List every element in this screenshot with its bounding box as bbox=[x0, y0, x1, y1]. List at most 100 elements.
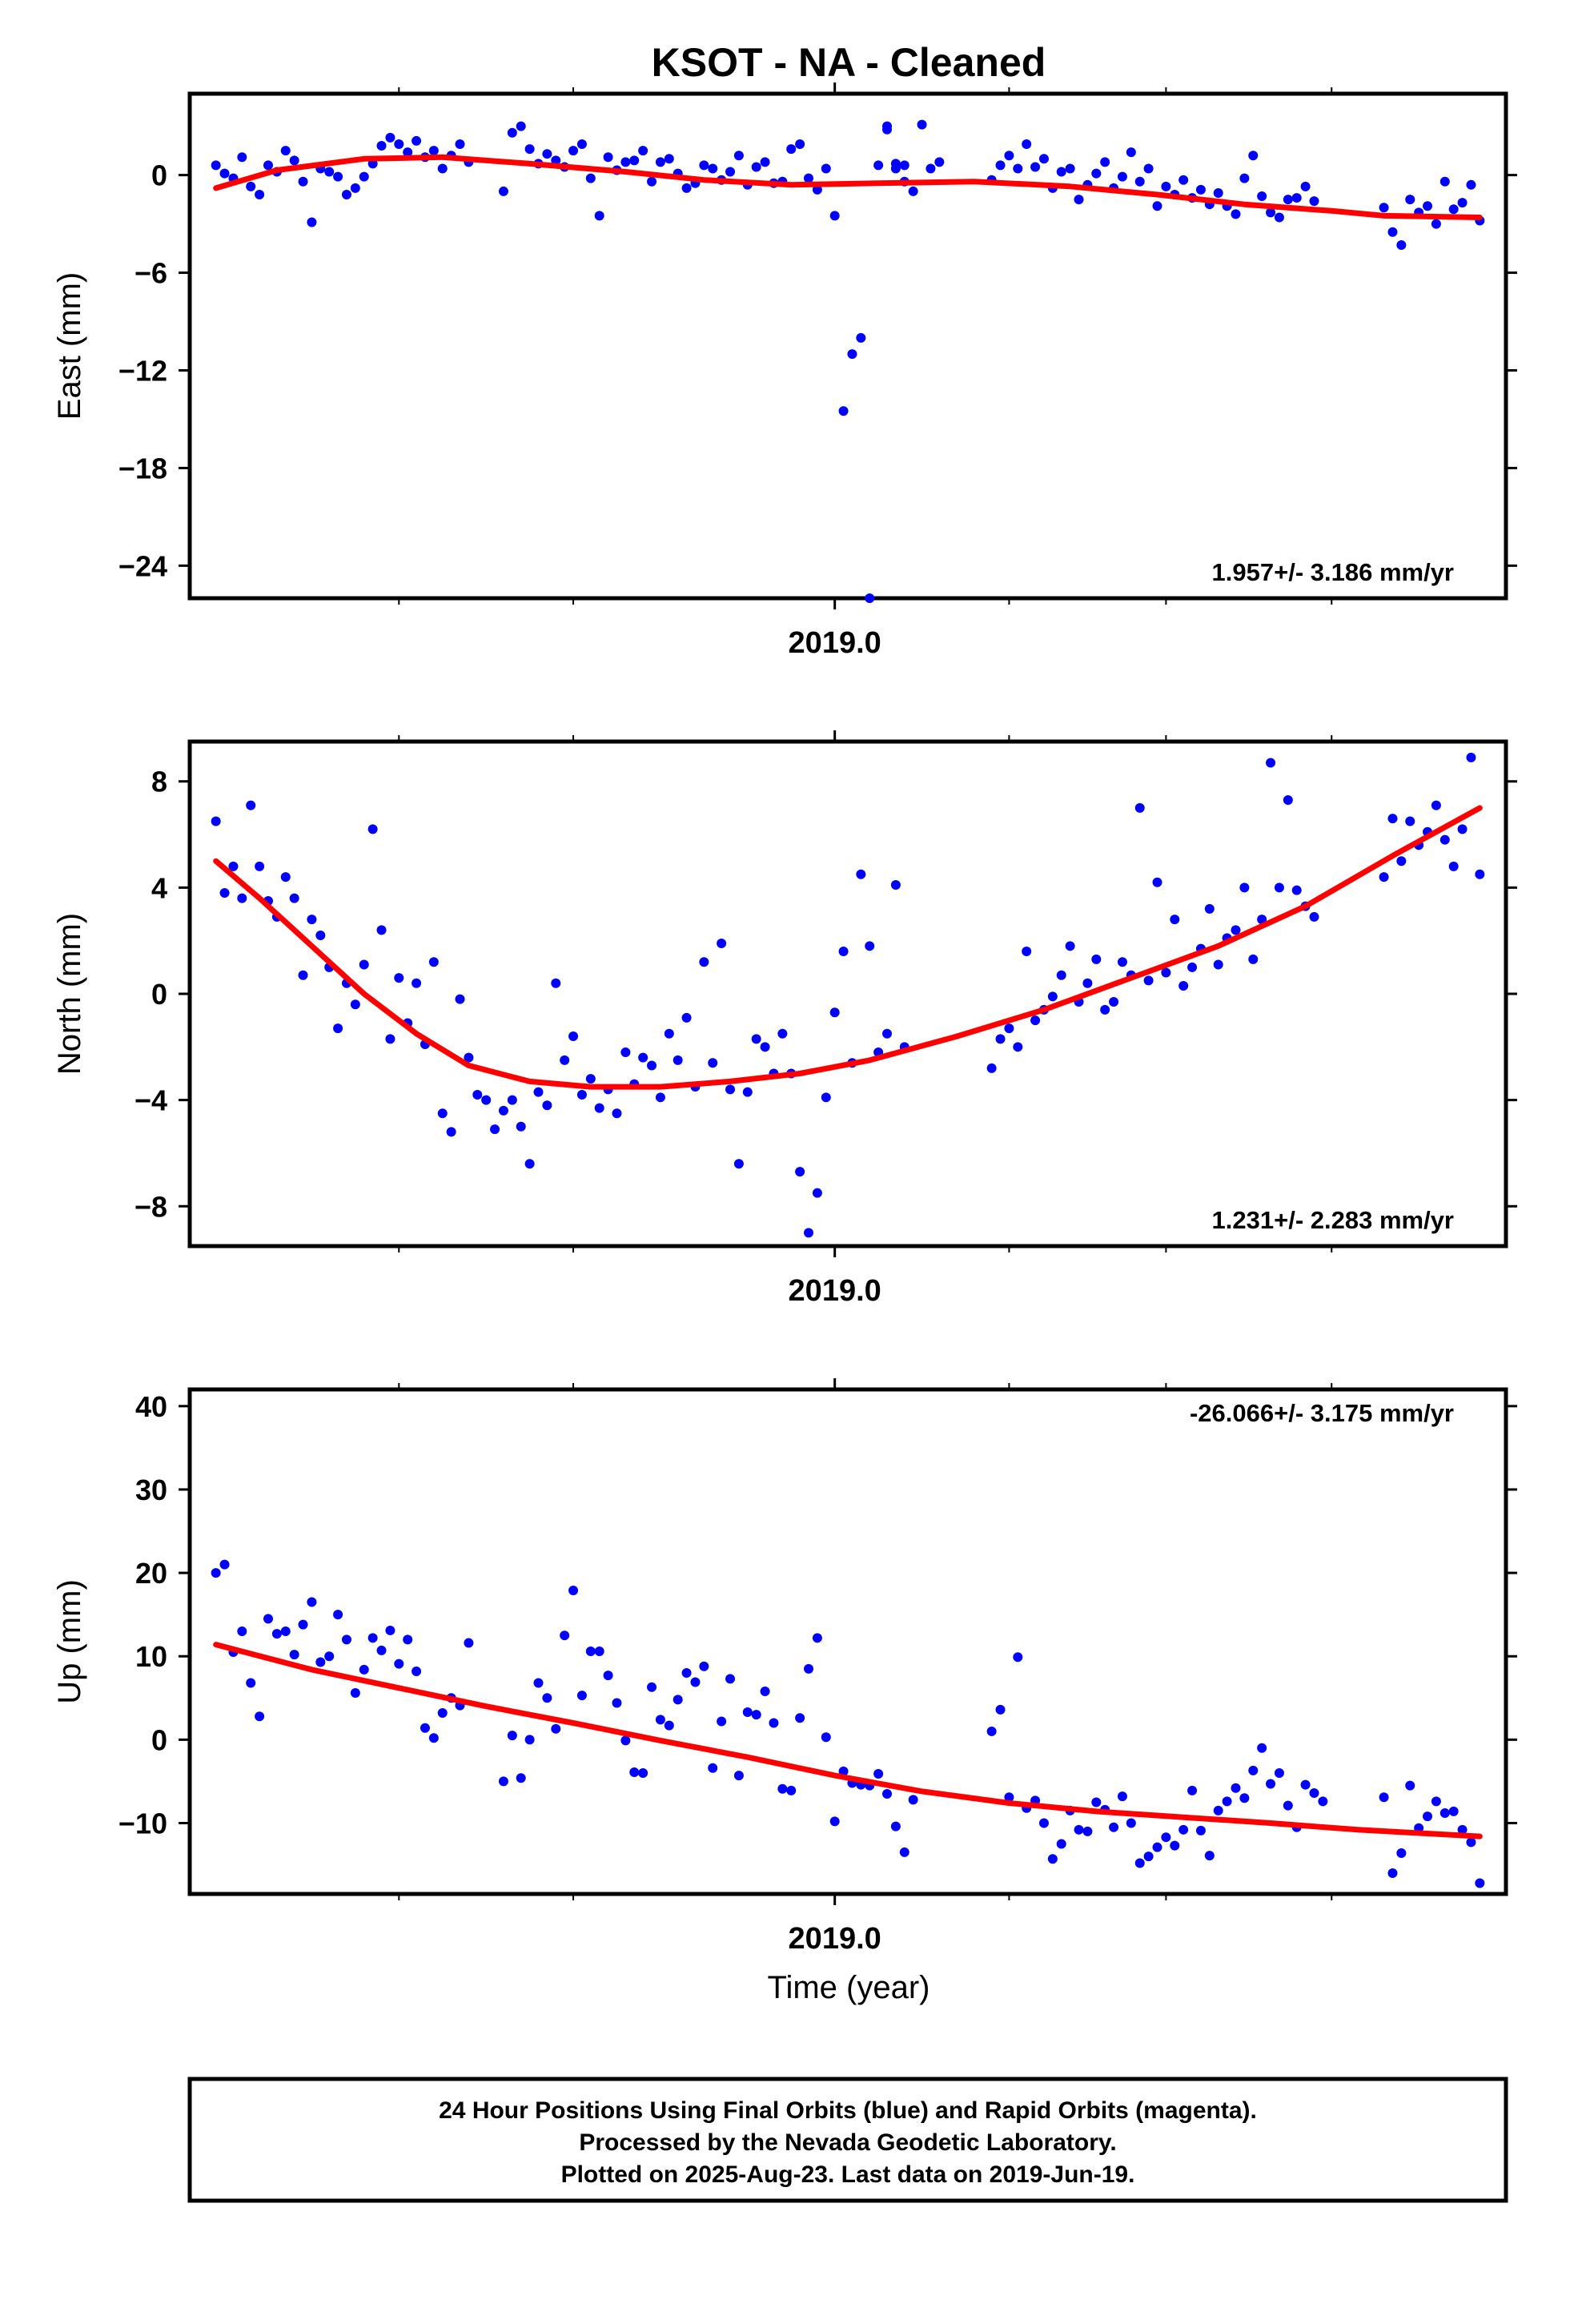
up-data-point bbox=[1396, 1848, 1407, 1858]
east-y-tick-label: −18 bbox=[118, 452, 167, 485]
east-data-point bbox=[280, 146, 291, 156]
up-y-tick-label: 20 bbox=[135, 1557, 167, 1590]
north-y-tick-label: −4 bbox=[135, 1084, 167, 1117]
north-data-point bbox=[647, 1060, 657, 1071]
east-data-point bbox=[1423, 201, 1433, 211]
north-data-point bbox=[881, 1028, 892, 1039]
east-y-tick-label: 0 bbox=[151, 159, 167, 192]
up-data-point bbox=[1423, 1811, 1433, 1822]
east-data-point bbox=[647, 176, 657, 187]
north-data-point bbox=[655, 1092, 665, 1103]
up-data-point bbox=[681, 1668, 692, 1679]
north-data-point bbox=[1248, 954, 1259, 964]
north-data-point bbox=[551, 978, 561, 988]
up-rate-annotation: -26.066+/- 3.175 mm/yr bbox=[1190, 1399, 1454, 1427]
up-data-point bbox=[708, 1763, 718, 1773]
north-data-point bbox=[1213, 959, 1223, 970]
up-data-point bbox=[1379, 1792, 1389, 1803]
east-data-point bbox=[551, 155, 561, 166]
up-data-point bbox=[1204, 1851, 1215, 1861]
north-data-point bbox=[560, 1055, 570, 1065]
north-data-point bbox=[1204, 903, 1215, 914]
up-data-point bbox=[751, 1710, 761, 1720]
up-data-point bbox=[1274, 1768, 1284, 1779]
north-y-tick-label: 0 bbox=[151, 978, 167, 1011]
east-data-point bbox=[428, 146, 439, 156]
north-data-point bbox=[725, 1084, 736, 1095]
east-data-point bbox=[760, 157, 770, 167]
up-data-point bbox=[829, 1816, 840, 1827]
up-data-point bbox=[263, 1614, 273, 1624]
up-data-point bbox=[428, 1733, 439, 1743]
up-data-point bbox=[769, 1718, 779, 1728]
north-data-point bbox=[821, 1092, 831, 1103]
east-data-point bbox=[1091, 168, 1102, 179]
north-data-point bbox=[464, 1052, 474, 1063]
north-x-tick-label: 2019.0 bbox=[789, 1274, 881, 1308]
north-data-point bbox=[638, 1052, 648, 1063]
up-data-point bbox=[394, 1659, 404, 1669]
north-data-point bbox=[455, 994, 465, 1004]
up-data-point bbox=[1195, 1825, 1206, 1835]
north-data-point bbox=[576, 1090, 587, 1100]
up-data-point bbox=[629, 1767, 640, 1777]
up-data-point bbox=[786, 1785, 797, 1795]
east-y-axis-label: East (mm) bbox=[52, 272, 87, 420]
east-data-point bbox=[516, 121, 526, 131]
east-data-point bbox=[865, 593, 875, 603]
east-data-point bbox=[664, 154, 674, 164]
up-data-point bbox=[533, 1678, 544, 1688]
up-data-point bbox=[1466, 1837, 1476, 1848]
up-y-axis-label: Up (mm) bbox=[52, 1579, 87, 1704]
east-data-point bbox=[1300, 181, 1311, 191]
east-data-point bbox=[655, 157, 665, 167]
east-y-tick-label: −6 bbox=[135, 257, 167, 290]
north-data-point bbox=[1309, 911, 1319, 922]
up-data-point bbox=[498, 1776, 508, 1787]
east-data-point bbox=[403, 147, 413, 158]
north-data-point bbox=[533, 1087, 544, 1097]
east-data-point bbox=[437, 163, 448, 174]
north-data-point bbox=[1457, 824, 1468, 834]
up-data-point bbox=[1178, 1824, 1189, 1835]
north-data-point bbox=[359, 959, 369, 970]
east-data-point bbox=[1152, 201, 1162, 211]
up-data-point bbox=[1047, 1854, 1058, 1864]
east-data-point bbox=[542, 149, 552, 159]
north-data-point bbox=[446, 1127, 456, 1137]
up-data-point bbox=[612, 1698, 622, 1708]
east-data-point bbox=[359, 171, 369, 182]
up-data-point bbox=[1004, 1792, 1014, 1803]
north-data-point bbox=[376, 925, 387, 935]
north-data-point bbox=[350, 999, 360, 1010]
east-data-point bbox=[394, 139, 404, 149]
north-data-point bbox=[673, 1055, 683, 1065]
east-data-point bbox=[908, 186, 918, 196]
east-data-point bbox=[385, 132, 396, 143]
up-data-point bbox=[1187, 1785, 1198, 1795]
north-data-point bbox=[1283, 794, 1293, 805]
north-data-point bbox=[472, 1090, 483, 1100]
up-data-point bbox=[838, 1766, 849, 1776]
north-data-point bbox=[777, 1028, 788, 1039]
north-data-point bbox=[1022, 946, 1032, 956]
east-data-point bbox=[594, 211, 604, 221]
up-data-point bbox=[603, 1671, 613, 1681]
up-data-point bbox=[995, 1704, 1006, 1715]
up-data-point bbox=[1300, 1779, 1311, 1790]
north-data-point bbox=[568, 1031, 579, 1042]
north-data-point bbox=[1013, 1042, 1023, 1052]
north-data-point bbox=[1387, 814, 1398, 824]
up-data-point bbox=[655, 1715, 665, 1725]
east-data-point bbox=[1405, 195, 1415, 205]
up-data-point bbox=[307, 1597, 317, 1607]
north-data-point bbox=[986, 1063, 997, 1073]
east-data-point bbox=[1396, 240, 1407, 250]
footer-line-2: Processed by the Nevada Geodetic Laborat… bbox=[579, 2129, 1116, 2156]
north-data-point bbox=[481, 1095, 492, 1105]
north-data-point bbox=[1091, 954, 1102, 964]
up-data-point bbox=[1091, 1797, 1102, 1807]
up-data-point bbox=[638, 1768, 648, 1779]
east-data-point bbox=[917, 119, 927, 130]
north-data-point bbox=[1466, 752, 1476, 762]
